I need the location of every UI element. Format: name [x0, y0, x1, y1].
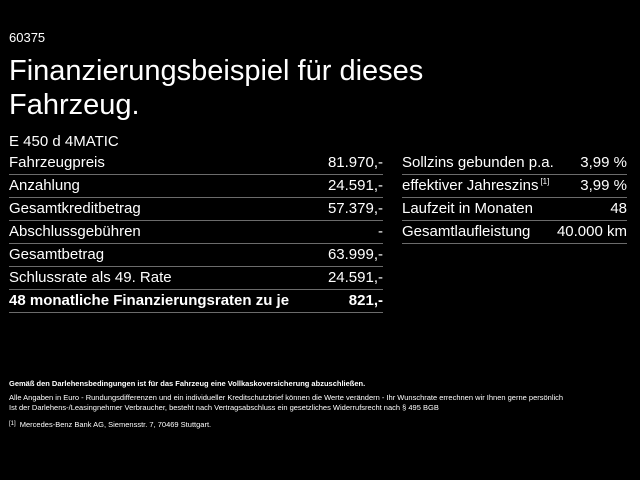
table-row: Schlussrate als 49. Rate 24.591,- [9, 267, 383, 290]
table-row: Gesamtlaufleistung 40.000 km [402, 221, 627, 244]
financing-table-right: Sollzins gebunden p.a. 3,99 % effektiver… [402, 152, 627, 244]
row-label: Laufzeit in Monaten [402, 200, 533, 217]
row-label: Abschlussgebühren [9, 223, 141, 240]
footnote-marker: [1] [540, 177, 550, 186]
row-label: Schlussrate als 49. Rate [9, 269, 172, 286]
row-label: Anzahlung [9, 177, 80, 194]
row-value: 24.591,- [327, 269, 383, 286]
table-row: Laufzeit in Monaten 48 [402, 198, 627, 221]
row-label: effektiver Jahreszins [1] [402, 175, 549, 197]
withdrawal-note: Ist der Darlehens-/Leasingnehmer Verbrau… [9, 403, 439, 412]
row-value: 24.591,- [327, 177, 383, 194]
row-value: 81.970,- [327, 154, 383, 171]
table-row: Anzahlung 24.591,- [9, 175, 383, 198]
row-label-text: effektiver Jahreszins [402, 177, 539, 194]
row-value: 821,- [348, 292, 383, 309]
vehicle-code: 60375 [9, 30, 46, 45]
table-row: effektiver Jahreszins [1] 3,99 % [402, 175, 627, 198]
row-label: Fahrzeugpreis [9, 154, 105, 171]
legal-notes: Gemäß den Darlehensbedingungen ist für d… [9, 379, 629, 430]
bank-footnote: [1] Mercedes-Benz Bank AG, Siemensstr. 7… [9, 419, 629, 430]
row-label: Gesamtlaufleistung [402, 223, 531, 240]
row-value: 57.379,- [327, 200, 383, 217]
row-label: 48 monatliche Finanzierungsraten zu je [9, 292, 290, 309]
monthly-rate-row: 48 monatliche Finanzierungsraten zu je 8… [9, 290, 383, 313]
row-label: Gesamtbetrag [9, 246, 105, 263]
disclaimer-line: Alle Angaben in Euro - Rundungsdifferenz… [9, 393, 564, 402]
row-value: - [378, 223, 383, 240]
model-name: E 450 d 4MATIC [9, 133, 119, 150]
row-value: 3,99 % [580, 154, 627, 171]
table-row: Fahrzeugpreis 81.970,- [9, 152, 383, 175]
row-value: 40.000 km [556, 223, 627, 240]
table-row: Gesamtbetrag 63.999,- [9, 244, 383, 267]
footnote-text: Mercedes-Benz Bank AG, Siemensstr. 7, 70… [19, 420, 212, 429]
footnote-marker: [1] [9, 421, 16, 427]
table-row: Sollzins gebunden p.a. 3,99 % [402, 152, 627, 175]
row-value: 63.999,- [327, 246, 383, 263]
row-label: Sollzins gebunden p.a. [402, 154, 554, 171]
row-value: 3,99 % [580, 177, 627, 194]
insurance-note: Gemäß den Darlehensbedingungen ist für d… [9, 379, 366, 388]
table-row: Abschlussgebühren - [9, 221, 383, 244]
row-label: Gesamtkreditbetrag [9, 200, 141, 217]
page-title: Finanzierungsbeispiel für dieses Fahrzeu… [9, 55, 424, 121]
financing-table-left: Fahrzeugpreis 81.970,- Anzahlung 24.591,… [9, 152, 383, 313]
row-value: 48 [610, 200, 627, 217]
table-row: Gesamtkreditbetrag 57.379,- [9, 198, 383, 221]
